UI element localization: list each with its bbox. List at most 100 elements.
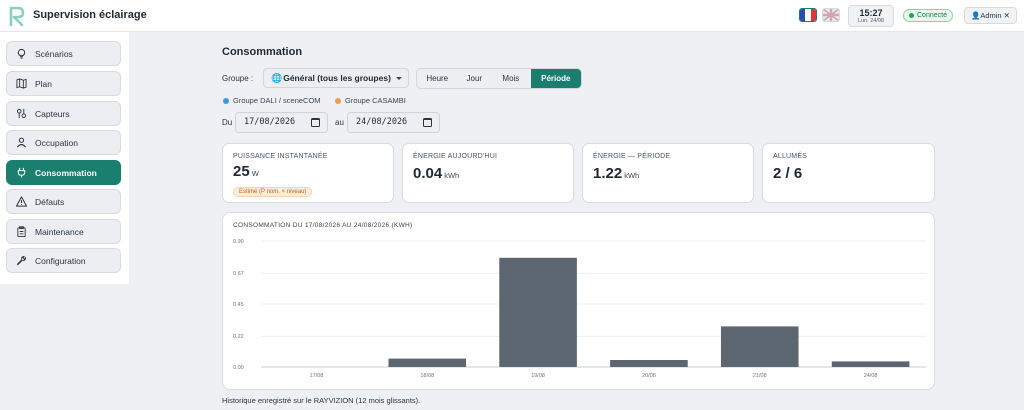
kpi-card-lit: ALLUMÉS 2 / 6 bbox=[762, 143, 935, 203]
chart-title: CONSOMMATION DU 17/08/2026 AU 24/08/2026… bbox=[233, 222, 413, 229]
y-tick-label: 0.22 bbox=[233, 334, 244, 340]
tab-periode[interactable]: Période bbox=[530, 69, 581, 88]
app-logo-icon bbox=[9, 6, 25, 27]
tab-heure[interactable]: Heure bbox=[426, 74, 449, 83]
sidebar-item-label: Défauts bbox=[35, 196, 65, 207]
map-icon bbox=[16, 78, 27, 89]
lang-en-flag-icon[interactable] bbox=[822, 8, 840, 22]
consumption-bar-chart: 0.00 0.22 0.45 0.67 0.90 17/08 18/08 19/08 20/08… bbox=[233, 239, 926, 379]
sidebar-item-label: Plan bbox=[35, 78, 53, 89]
x-tick-label: 19/08 bbox=[531, 373, 545, 379]
x-tick-label: 24/08 bbox=[864, 373, 878, 379]
person-icon bbox=[16, 137, 27, 148]
lightbulb-icon bbox=[17, 48, 26, 59]
kpi-card-power: PUISSANCE INSTANTANÉE 25 W Estimé (P nom.… bbox=[222, 143, 394, 203]
kpi-value: 1.22 kWh bbox=[593, 165, 743, 182]
x-tick-label: 17/08 bbox=[310, 373, 324, 379]
kpi-number: 2 / 6 bbox=[773, 165, 803, 182]
sidebar-item-label: Configuration bbox=[35, 255, 86, 266]
kpi-card-energy-today: ÉNERGIE AUJOURD'HUI 0.04 kWh bbox=[402, 143, 574, 203]
sidebar-item-defauts[interactable]: Défauts bbox=[6, 189, 121, 214]
user-label: Admin ✕ bbox=[980, 11, 1010, 20]
sidebar-item-label: Maintenance bbox=[35, 226, 84, 237]
legend-dot-icon bbox=[335, 97, 341, 104]
sidebar-item-consommation[interactable]: Consommation bbox=[6, 160, 121, 185]
sensors-icon bbox=[16, 108, 27, 119]
y-tick-label: 0.90 bbox=[233, 239, 244, 245]
kpi-number: 1.22 bbox=[593, 165, 623, 182]
bar-19-08[interactable] bbox=[499, 257, 577, 367]
connection-status-badge: Connecté bbox=[903, 9, 953, 22]
warning-icon bbox=[16, 196, 27, 207]
bar-24-08[interactable] bbox=[831, 361, 910, 367]
y-tick-label: 0.45 bbox=[233, 302, 244, 308]
kpi-number: 25 bbox=[233, 163, 250, 180]
top-bar: Supervision éclairage 15:27 Lun. 24/08 C… bbox=[0, 0, 1024, 32]
calendar-icon[interactable] bbox=[423, 118, 432, 127]
period-tabs: Heure Jour Mois Période bbox=[416, 68, 582, 89]
sidebar: Scénarios Plan Capteurs Occupation Conso… bbox=[0, 32, 129, 284]
kpi-number: 0.04 bbox=[413, 165, 443, 182]
from-label: Du bbox=[222, 118, 233, 127]
sidebar-item-label: Consommation bbox=[35, 167, 97, 178]
chevron-down-icon bbox=[396, 77, 402, 80]
y-tick-label: 0.00 bbox=[233, 365, 244, 371]
to-date-value: 24/08/2026 bbox=[356, 117, 408, 127]
tab-mois[interactable]: Mois bbox=[502, 74, 520, 83]
sidebar-item-configuration[interactable]: Configuration bbox=[6, 248, 121, 273]
to-date-input[interactable]: 24/08/2026 bbox=[347, 112, 440, 133]
history-footnote: Historique enregistré sur le RAYVIZION (… bbox=[222, 396, 421, 405]
globe-icon: 🌐 bbox=[271, 73, 283, 83]
kpi-value: 25 W bbox=[233, 163, 383, 180]
kpi-label: ÉNERGIE — PÉRIODE bbox=[593, 153, 671, 160]
page-title: Consommation bbox=[222, 46, 303, 58]
x-tick-label: 20/08 bbox=[642, 373, 656, 379]
sidebar-item-maintenance[interactable]: Maintenance bbox=[6, 219, 121, 244]
lang-fr-flag-icon[interactable] bbox=[799, 8, 817, 22]
kpi-label: ÉNERGIE AUJOURD'HUI bbox=[413, 153, 498, 160]
calendar-icon[interactable] bbox=[311, 118, 320, 127]
app-title: Supervision éclairage bbox=[33, 9, 147, 21]
kpi-value: 2 / 6 bbox=[773, 165, 924, 182]
connection-status-label: Connecté bbox=[917, 12, 947, 19]
sidebar-item-scenarios[interactable]: Scénarios bbox=[6, 41, 121, 66]
legend-dot-icon bbox=[223, 97, 229, 104]
kpi-unit: kWh bbox=[624, 171, 640, 180]
kpi-unit: kWh bbox=[444, 171, 460, 180]
clock-date: Lun. 24/08 bbox=[858, 18, 884, 24]
kpi-label: ALLUMÉS bbox=[773, 153, 808, 160]
user-menu-button[interactable]: 👤Admin ✕ bbox=[964, 7, 1017, 24]
sidebar-item-capteurs[interactable]: Capteurs bbox=[6, 101, 121, 126]
sidebar-item-label: Occupation bbox=[35, 137, 78, 148]
clock-widget: 15:27 Lun. 24/08 bbox=[848, 5, 894, 27]
kpi-value: 0.04 kWh bbox=[413, 165, 563, 182]
from-date-value: 17/08/2026 bbox=[244, 117, 296, 127]
plug-icon bbox=[17, 167, 26, 178]
status-dot-icon bbox=[909, 13, 914, 18]
consumption-chart-card: CONSOMMATION DU 17/08/2026 AU 24/08/2026… bbox=[222, 212, 935, 390]
kpi-unit: W bbox=[251, 169, 259, 178]
bar-21-08[interactable] bbox=[720, 326, 799, 367]
sidebar-item-label: Capteurs bbox=[35, 108, 70, 119]
to-label: au bbox=[335, 118, 344, 127]
group-select-value: Général (tous les groupes) bbox=[283, 73, 391, 83]
legend-casambi: Groupe CASAMBI bbox=[335, 96, 406, 105]
kpi-label: PUISSANCE INSTANTANÉE bbox=[233, 153, 328, 160]
tab-jour[interactable]: Jour bbox=[466, 74, 483, 83]
sidebar-item-occupation[interactable]: Occupation bbox=[6, 130, 121, 155]
group-label: Groupe : bbox=[222, 74, 254, 83]
bar-20-08[interactable] bbox=[610, 360, 688, 367]
legend-casambi-label: Groupe CASAMBI bbox=[345, 96, 406, 105]
legend-dali: Groupe DALI / sceneCOM bbox=[223, 96, 321, 105]
bar-18-08[interactable] bbox=[388, 358, 467, 367]
group-select[interactable]: 🌐 Général (tous les groupes) bbox=[263, 68, 409, 88]
clock-time: 15:27 bbox=[859, 8, 883, 18]
x-tick-label: 18/08 bbox=[420, 373, 434, 379]
from-date-input[interactable]: 17/08/2026 bbox=[235, 112, 328, 133]
sidebar-item-plan[interactable]: Plan bbox=[6, 71, 121, 96]
estimate-badge: Estimé (P nom. × niveau) bbox=[233, 187, 313, 197]
kpi-card-energy-period: ÉNERGIE — PÉRIODE 1.22 kWh bbox=[582, 143, 754, 203]
x-tick-label: 21/08 bbox=[753, 373, 767, 379]
union-jack-icon bbox=[823, 9, 839, 21]
clipboard-icon bbox=[17, 226, 26, 237]
